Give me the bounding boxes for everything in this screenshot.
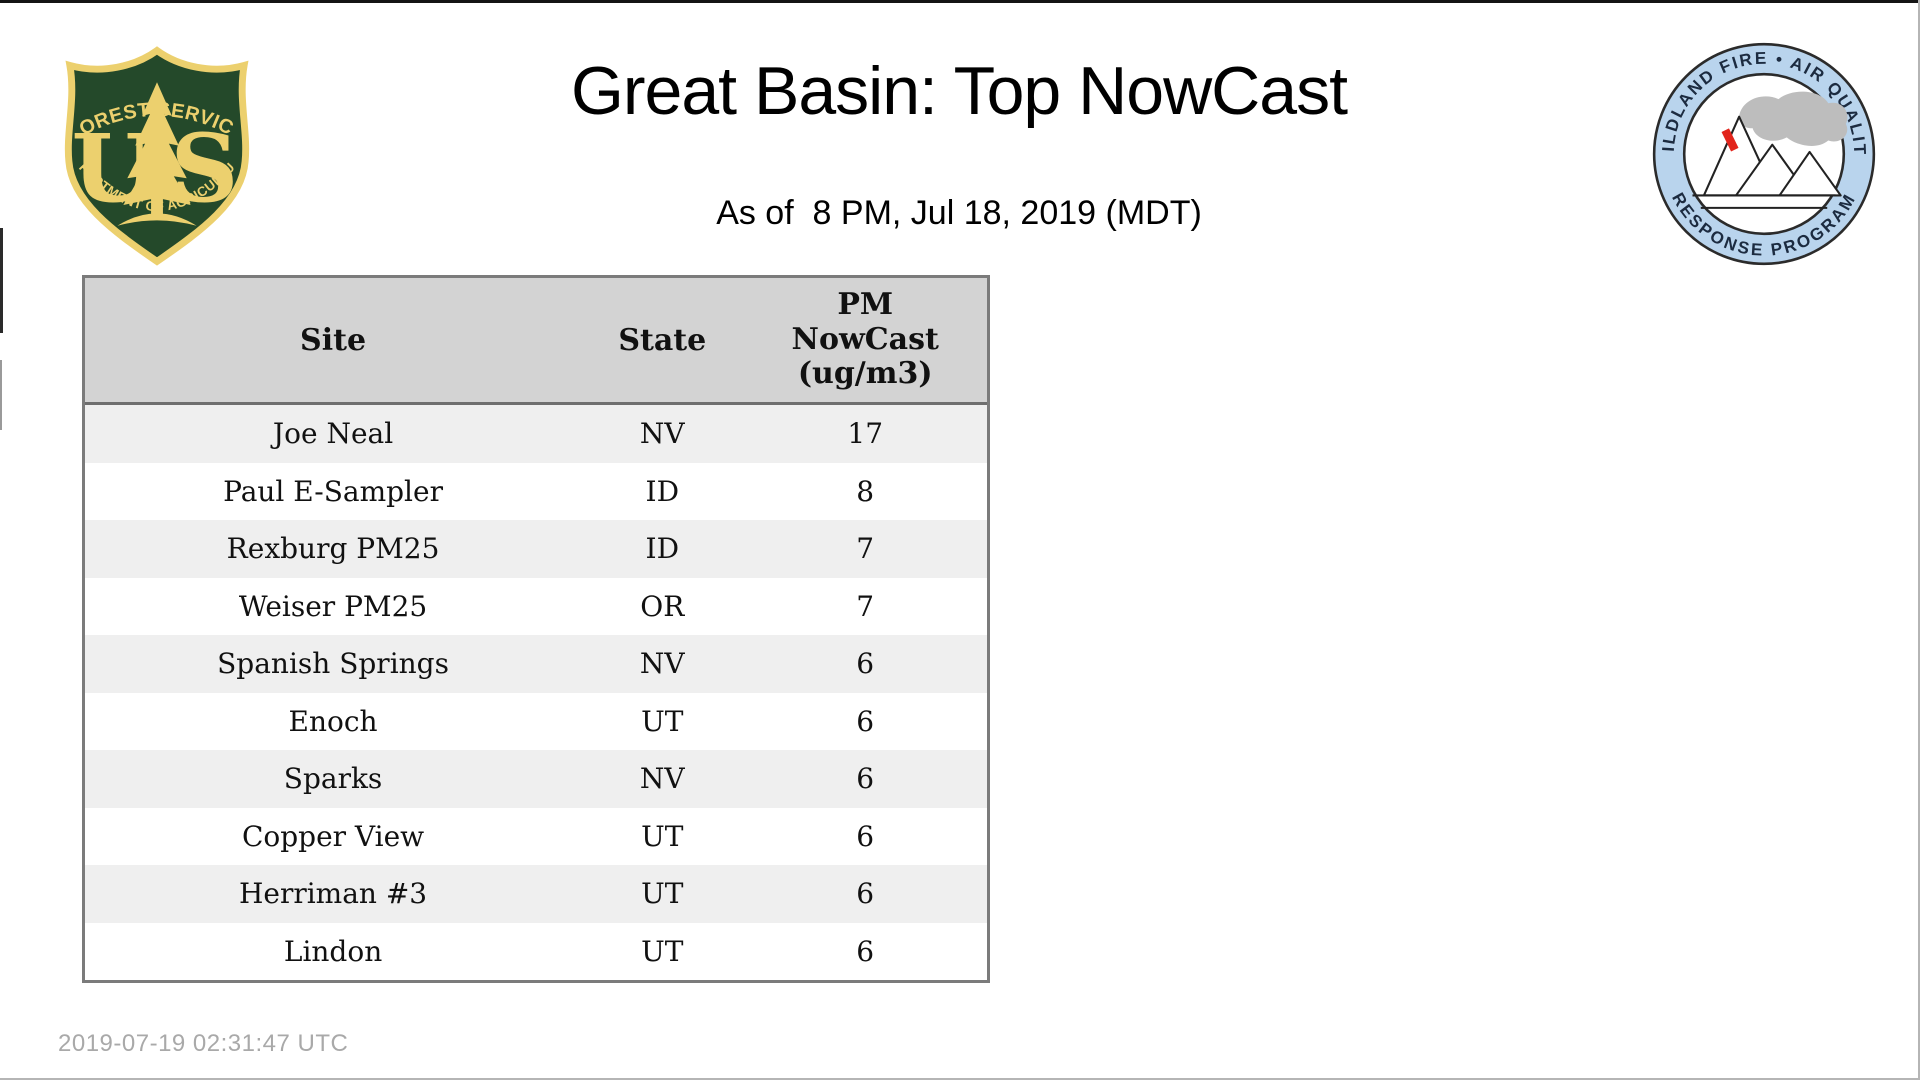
state-cell: UT [641,704,684,738]
window-border-left-artifact-2 [0,360,2,430]
wfaqrp-logo-icon: WILDLAND FIRE • AIR QUALITY RESPONSE PRO… [1650,40,1876,266]
site-cell: Sparks [283,762,383,796]
page-subtitle: As of 8 PM, Jul 18, 2019 (MDT) [716,194,1202,232]
table-row: Rexburg PM25 ID 7 [85,520,987,578]
fs-logo-pine-tree [123,82,191,215]
wfaqrp-flame [1721,128,1739,152]
table-row: Lindon UT 6 [85,922,987,980]
site-cell: Lindon [283,934,383,968]
window-border-left-artifact [0,228,3,333]
state-cell: ID [645,532,680,566]
wfaqrp-smoke [1739,91,1848,147]
state-cell: NV [639,647,685,681]
state-cell: OR [640,589,685,623]
value-cell: 6 [856,934,875,968]
state-cell: UT [641,819,684,853]
table-row: Joe Neal NV 17 [85,405,987,463]
site-cell: Paul E-Sampler [223,474,443,508]
table-row: Sparks NV 6 [85,750,987,808]
value-cell: 17 [847,417,884,451]
value-cell: 8 [856,474,875,508]
site-cell: Herriman #3 [238,877,428,911]
page-title: Great Basin: Top NowCast [571,53,1348,129]
value-cell: 7 [856,589,875,623]
site-cell: Copper View [241,819,425,853]
table-header-row: Site State PM NowCast (ug/m3) [85,278,987,405]
site-cell: Enoch [288,704,378,738]
table-row: Weiser PM25 OR 7 [85,577,987,635]
value-cell: 6 [856,877,875,911]
value-cell: 6 [856,762,875,796]
value-cell: 6 [856,647,875,681]
column-header-pm-nowcast: PM NowCast (ug/m3) [791,287,939,392]
state-cell: NV [639,417,685,451]
table-row: Copper View UT 6 [85,807,987,865]
value-cell: 6 [856,819,875,853]
table-row: Spanish Springs NV 6 [85,635,987,693]
site-cell: Spanish Springs [217,647,449,681]
wfaqrp-mountains [1702,115,1842,197]
state-cell: ID [645,474,680,508]
generated-timestamp: 2019-07-19 02:31:47 UTC [58,1030,349,1057]
table-row: Enoch UT 6 [85,692,987,750]
value-cell: 7 [856,532,875,566]
column-header-state: State [618,322,707,358]
column-header-site: Site [300,322,367,358]
site-cell: Joe Neal [272,417,394,451]
state-cell: NV [639,762,685,796]
table-body: Joe Neal NV 17 Paul E-Sampler ID 8 Rexbu… [85,405,987,980]
fs-logo-ground [117,213,197,226]
table-row: Paul E-Sampler ID 8 [85,462,987,520]
forest-service-logo-icon: FOREST SERVICE DEPARTMENT OF AGRICULTURE… [58,44,250,266]
window-border-top [0,0,1918,3]
state-cell: UT [641,934,684,968]
site-cell: Rexburg PM25 [226,532,440,566]
table-row: Herriman #3 UT 6 [85,865,987,923]
site-cell: Weiser PM25 [238,589,428,623]
state-cell: UT [641,877,684,911]
value-cell: 6 [856,704,875,738]
nowcast-table: Site State PM NowCast (ug/m3) Joe Neal N… [82,275,990,983]
